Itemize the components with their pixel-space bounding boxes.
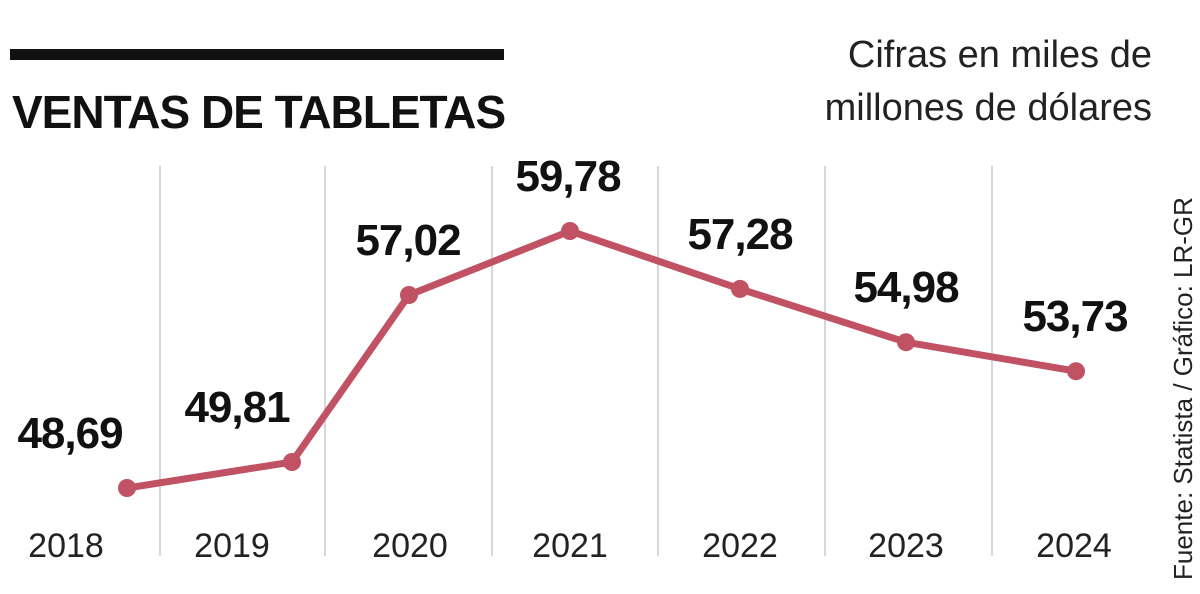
x-tick-2023: 2023 [868,527,944,565]
chart-subtitle-line1: Cifras en miles de [848,34,1152,76]
value-label-2022: 57,28 [687,210,793,259]
value-label-2020: 57,02 [355,216,460,265]
x-tick-2018: 2018 [28,527,104,565]
x-tick-2019: 2019 [194,527,270,565]
data-point-2021 [561,222,579,240]
x-tick-labels: 2018 2019 2020 2021 2022 2023 2024 [28,527,1112,565]
value-label-2023: 54,98 [853,263,959,312]
data-point-2022 [731,279,749,298]
x-tick-2022: 2022 [702,527,778,565]
title-bar [10,49,504,60]
chart-title: VENTAS DE TABLETAS [12,86,505,138]
x-tick-2020: 2020 [372,527,448,565]
data-point-2023 [897,333,915,352]
value-labels: 48,69 49,81 57,02 59,78 57,28 54,98 53,73 [17,152,1128,458]
data-point-2020 [400,286,418,304]
chart-subtitle-line2: millones de dólares [825,87,1152,129]
grid [159,166,993,556]
value-label-2019: 49,81 [184,383,290,432]
data-point-2019 [283,453,301,471]
data-point-2024 [1067,362,1085,381]
source-credit: Fuente: Statista / Gráfico: LR-GR [1168,197,1198,580]
x-tick-2024: 2024 [1036,527,1112,565]
x-tick-2021: 2021 [532,527,608,565]
value-label-2018: 48,69 [17,409,122,458]
data-point-2018 [118,479,136,497]
value-label-2024: 53,73 [1022,292,1127,341]
data-points [118,222,1085,497]
value-label-2021: 59,78 [515,152,621,201]
